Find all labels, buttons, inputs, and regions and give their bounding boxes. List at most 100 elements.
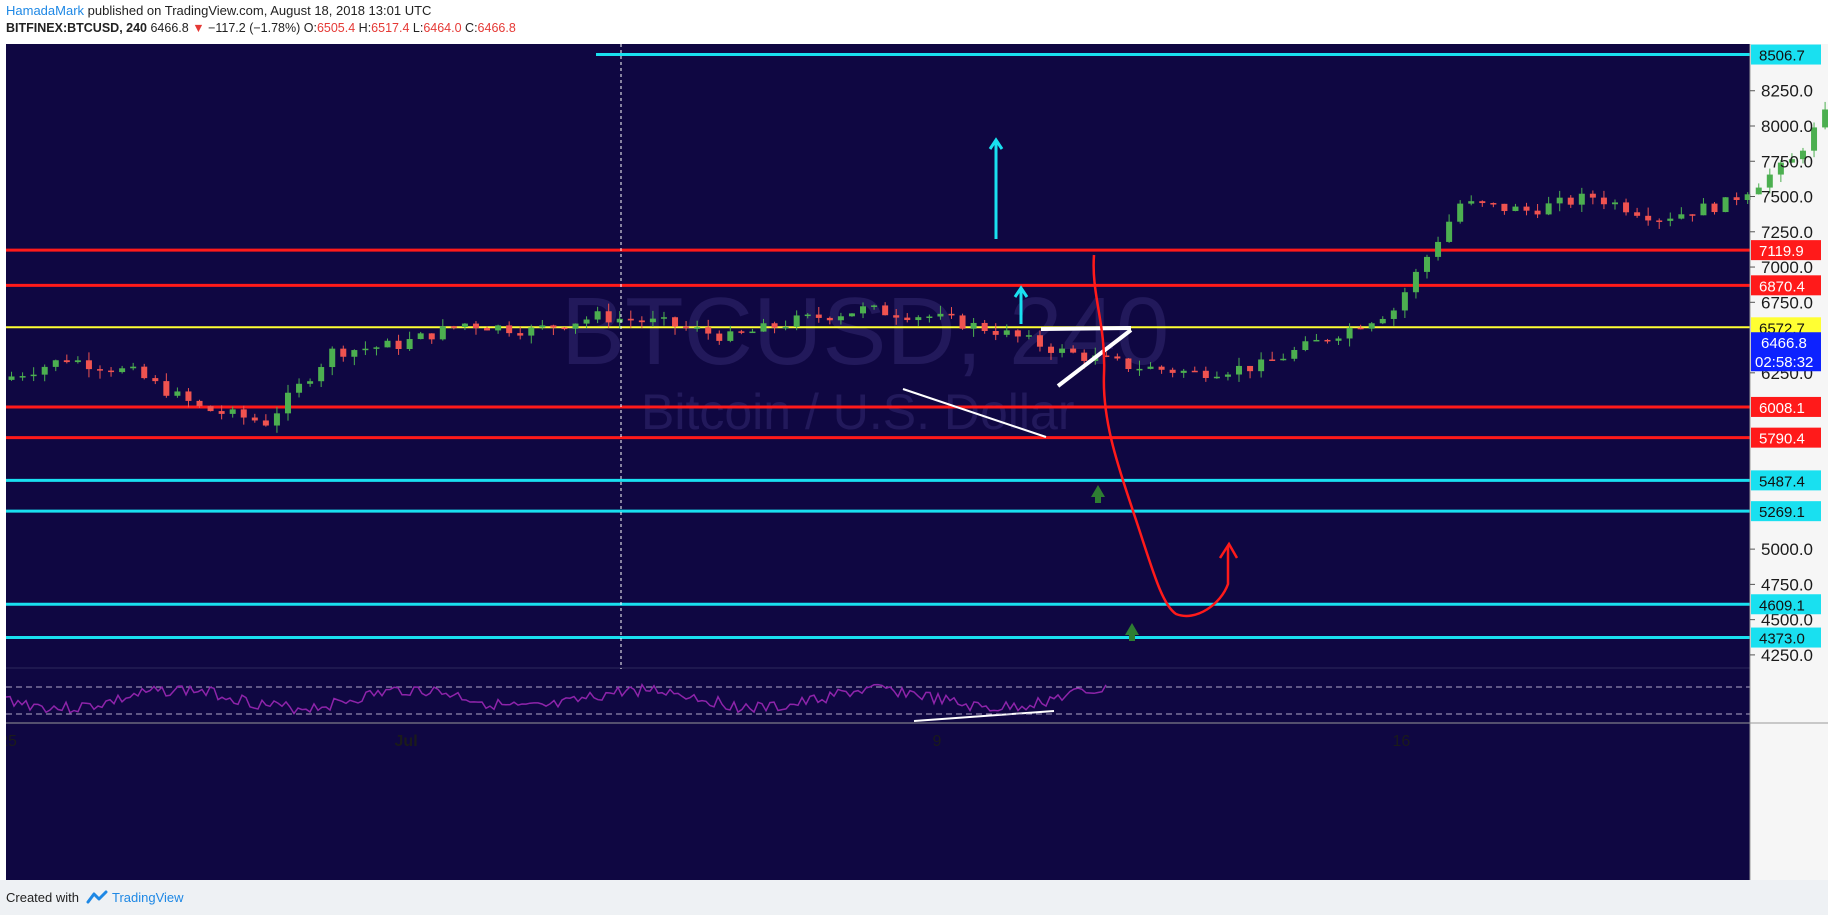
price-tick-label: 7750.0 [1761, 152, 1813, 171]
candle-body [1733, 197, 1740, 200]
candle-body [119, 368, 126, 373]
candle-body [174, 391, 181, 396]
level-badge-6008.1: 6008.1 [1751, 396, 1821, 417]
level-badge-5269.1: 5269.1 [1751, 501, 1821, 522]
divergence-rsi-line[interactable] [913, 710, 1055, 722]
candle-body [506, 325, 513, 334]
candle-body [1645, 215, 1652, 221]
candle [1811, 122, 1818, 158]
candle-body [727, 331, 734, 341]
publish-info: HamadaMark published on TradingView.com,… [6, 3, 431, 18]
candle [1545, 196, 1552, 216]
candle-body [1247, 365, 1254, 372]
projected-path-red[interactable] [1092, 254, 1230, 617]
candle [1423, 254, 1430, 279]
candle [1733, 192, 1740, 206]
level-badge-text: 6008.1 [1759, 400, 1805, 417]
candle-body [1479, 201, 1486, 204]
candle [1689, 214, 1696, 222]
level-badge-text: 7119.9 [1759, 243, 1804, 260]
candle [406, 331, 413, 351]
triangle-upper-line[interactable] [1040, 326, 1132, 331]
candle-body [218, 411, 225, 414]
candle [1379, 316, 1386, 325]
candle [1280, 353, 1287, 361]
candle [1589, 190, 1596, 205]
candle-body [1700, 203, 1707, 216]
candle-body [528, 327, 535, 336]
candle-body [760, 323, 767, 332]
candle [395, 334, 402, 355]
price-tick-label: 7000.0 [1761, 258, 1813, 277]
candle-body [340, 348, 347, 357]
price-tick-label: 4250.0 [1761, 646, 1813, 665]
candle [1667, 212, 1674, 227]
level-badge-bg [1751, 240, 1821, 261]
candle-body [240, 409, 247, 418]
candle-body [517, 333, 524, 336]
price-tick-label: 4750.0 [1761, 575, 1813, 594]
candle-body [915, 317, 922, 321]
candle-body [351, 350, 358, 357]
candle-body [1236, 365, 1243, 375]
projection-arrow-small-head [1013, 285, 1029, 298]
candle-body [1180, 370, 1187, 373]
candle-body [1258, 359, 1265, 372]
author-link[interactable]: HamadaMark [6, 3, 85, 18]
candle-body [1811, 127, 1818, 151]
candle [163, 373, 170, 398]
triangle-lower-line[interactable] [1056, 328, 1133, 388]
candle-body [1667, 218, 1674, 221]
candle-body [893, 315, 900, 318]
candle-body [1611, 202, 1618, 205]
candle-body [1634, 212, 1641, 216]
candle-body [826, 317, 833, 321]
candle-body [616, 318, 623, 323]
level-badge-bg [1751, 627, 1821, 648]
rsi-line[interactable] [6, 683, 1107, 715]
candle [439, 319, 446, 341]
candle [495, 324, 502, 334]
candle [837, 312, 844, 325]
candle [1600, 190, 1607, 210]
candle-body [638, 320, 645, 323]
candle-body [296, 383, 303, 393]
candle [1180, 368, 1187, 378]
divergence-price-line[interactable] [902, 388, 1047, 438]
candle [1114, 353, 1121, 361]
candle-body [716, 333, 723, 341]
candle-body [672, 317, 679, 327]
candle [848, 313, 855, 317]
candle [141, 363, 148, 380]
candle-body [1656, 220, 1663, 222]
candle-body [1501, 203, 1508, 212]
symbol-label[interactable]: BITFINEX:BTCUSD, 240 [6, 21, 147, 35]
projection-arrow-large[interactable] [988, 137, 1004, 239]
candle [904, 313, 911, 323]
candle-body [1070, 348, 1077, 353]
level-badge-text: 6870.4 [1759, 278, 1805, 295]
candle [472, 321, 479, 335]
candle [1324, 338, 1331, 344]
candle-body [904, 317, 911, 321]
candle-body [1534, 210, 1541, 215]
candle [296, 378, 303, 398]
candle [683, 321, 690, 331]
candle [638, 316, 645, 329]
candle [782, 320, 789, 331]
candle-body [1744, 194, 1751, 200]
price-chart[interactable]: BTCUSD, 240 Bitcoin / U.S. Dollar 8250.0… [6, 44, 1828, 880]
candle [1357, 324, 1364, 330]
candle [1025, 330, 1032, 340]
candle [362, 341, 369, 356]
candle-body [472, 323, 479, 329]
candle-body [1799, 150, 1806, 160]
candle [1744, 192, 1751, 205]
candle [1479, 200, 1486, 207]
candle-body [461, 323, 468, 328]
candle-body [937, 313, 944, 317]
projection-arrow-small[interactable] [1013, 285, 1029, 324]
tradingview-link[interactable]: TradingView [112, 890, 184, 905]
candle [1014, 329, 1021, 343]
footer: Created with TradingView [0, 880, 1828, 915]
